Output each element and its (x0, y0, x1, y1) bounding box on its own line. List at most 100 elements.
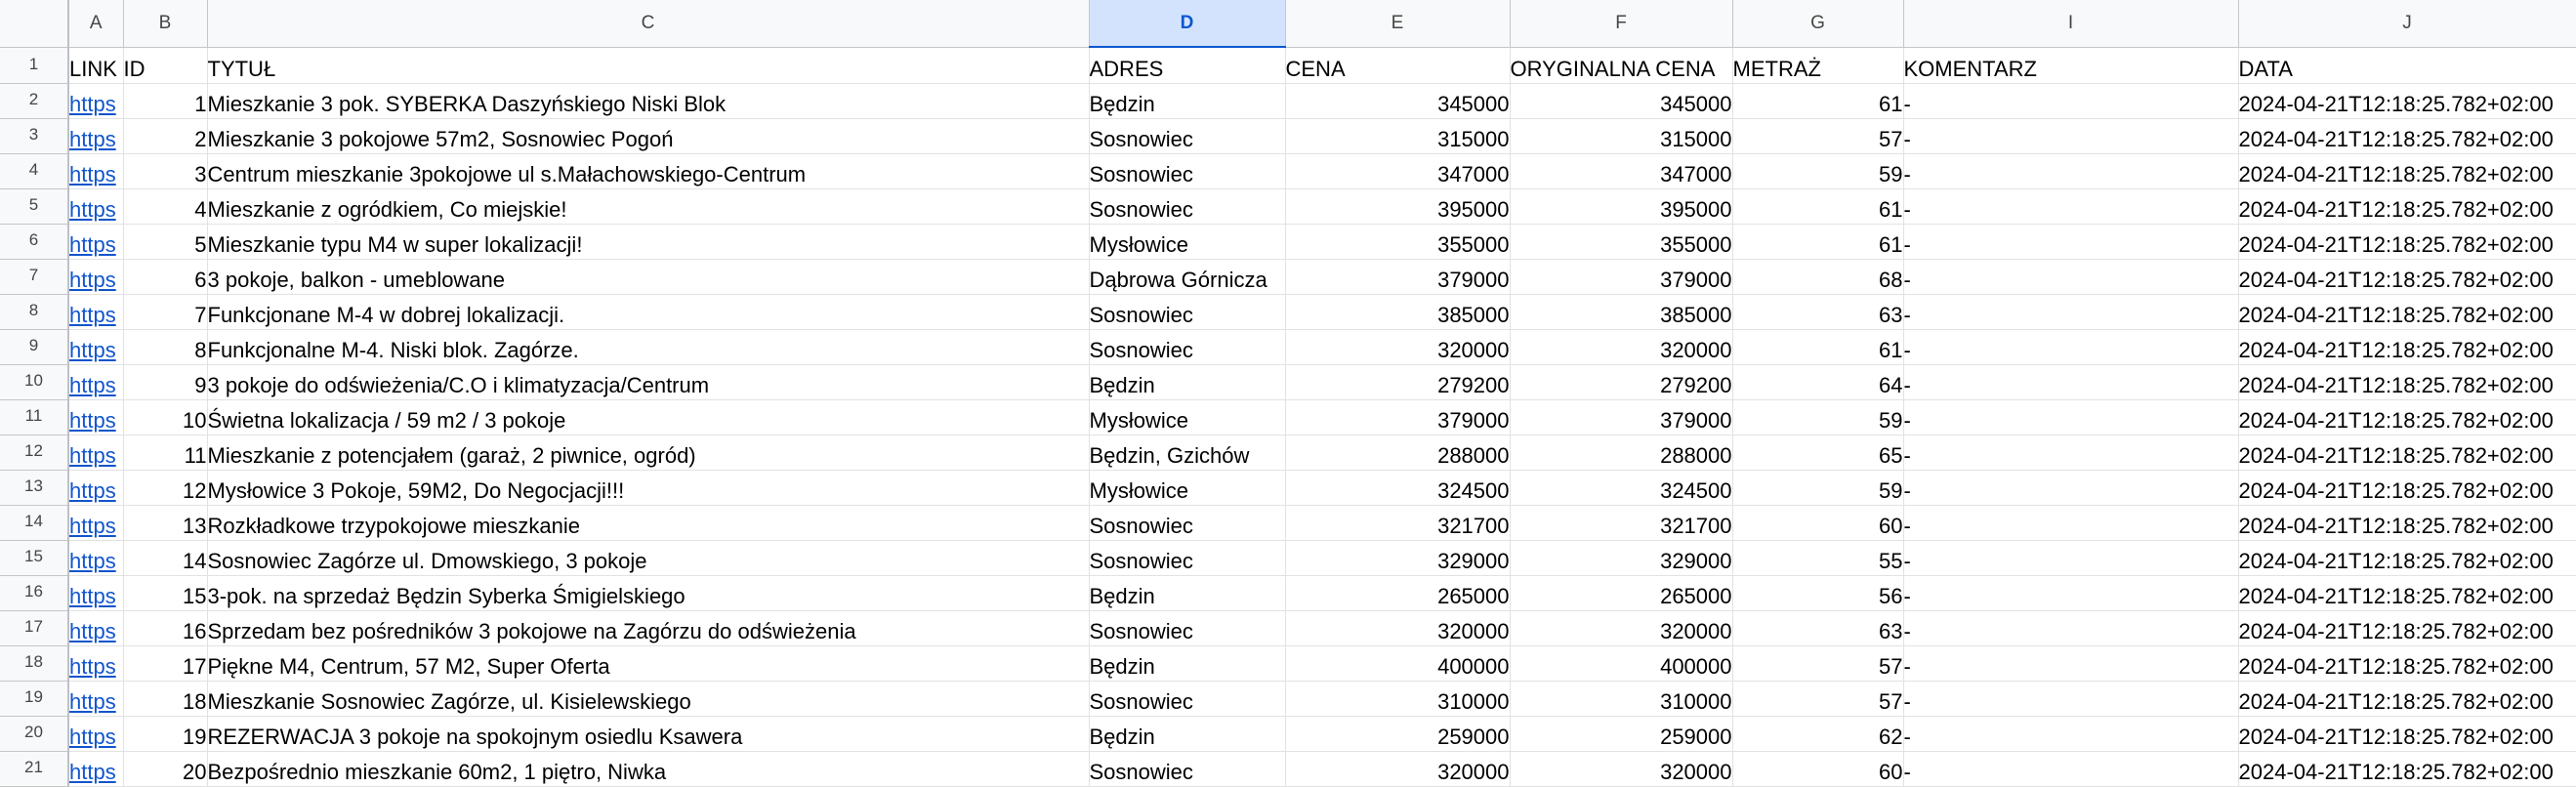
comment-cell[interactable]: - (1903, 294, 2239, 330)
area-cell[interactable]: 55 (1732, 540, 1904, 576)
original-price-cell[interactable]: 395000 (1510, 188, 1733, 225)
column-header-e[interactable]: E (1285, 0, 1511, 48)
title-cell[interactable]: Mysłowice 3 Pokoje, 59M2, Do Negocjacji!… (207, 470, 1090, 506)
original-price-cell[interactable]: 400000 (1510, 645, 1733, 682)
comment-cell[interactable]: - (1903, 259, 2239, 295)
address-cell[interactable]: Sosnowiec (1089, 505, 1286, 541)
title-cell[interactable]: Mieszkanie z potencjałem (garaż, 2 piwni… (207, 435, 1090, 471)
comment-cell[interactable]: - (1903, 716, 2239, 752)
listing-link[interactable]: https (69, 337, 116, 362)
row-header[interactable]: 9 (0, 329, 69, 365)
price-cell[interactable]: 379000 (1285, 259, 1511, 295)
id-cell[interactable]: 17 (123, 645, 208, 682)
listing-link[interactable]: https (69, 653, 116, 679)
date-cell[interactable]: 2024-04-21T12:18:25.782+02:00 (2238, 83, 2576, 119)
original-price-cell[interactable]: 345000 (1510, 83, 1733, 119)
date-cell[interactable]: 2024-04-21T12:18:25.782+02:00 (2238, 645, 2576, 682)
cell-link-header[interactable]: LINK (68, 47, 124, 84)
original-price-cell[interactable]: 315000 (1510, 118, 1733, 154)
address-cell[interactable]: Mysłowice (1089, 399, 1286, 435)
title-cell[interactable]: Mieszkanie typu M4 w super lokalizacji! (207, 224, 1090, 260)
area-cell[interactable]: 60 (1732, 751, 1904, 787)
cell-price-header[interactable]: CENA (1285, 47, 1511, 84)
area-cell[interactable]: 64 (1732, 364, 1904, 400)
area-cell[interactable]: 59 (1732, 470, 1904, 506)
row-header[interactable]: 21 (0, 751, 69, 787)
comment-cell[interactable]: - (1903, 645, 2239, 682)
price-cell[interactable]: 321700 (1285, 505, 1511, 541)
id-cell[interactable]: 13 (123, 505, 208, 541)
date-cell[interactable]: 2024-04-21T12:18:25.782+02:00 (2238, 294, 2576, 330)
price-cell[interactable]: 395000 (1285, 188, 1511, 225)
listing-link[interactable]: https (69, 618, 116, 643)
listing-link[interactable]: https (69, 126, 116, 151)
link-cell[interactable]: https (68, 224, 124, 260)
price-cell[interactable]: 265000 (1285, 575, 1511, 611)
id-cell[interactable]: 10 (123, 399, 208, 435)
row-header[interactable]: 19 (0, 681, 69, 717)
date-cell[interactable]: 2024-04-21T12:18:25.782+02:00 (2238, 224, 2576, 260)
original-price-cell[interactable]: 259000 (1510, 716, 1733, 752)
address-cell[interactable]: Sosnowiec (1089, 294, 1286, 330)
comment-cell[interactable]: - (1903, 470, 2239, 506)
comment-cell[interactable]: - (1903, 224, 2239, 260)
address-cell[interactable]: Sosnowiec (1089, 751, 1286, 787)
link-cell[interactable]: https (68, 83, 124, 119)
title-cell[interactable]: Sosnowiec Zagórze ul. Dmowskiego, 3 poko… (207, 540, 1090, 576)
id-cell[interactable]: 15 (123, 575, 208, 611)
listing-link[interactable]: https (69, 267, 116, 292)
title-cell[interactable]: Bezpośrednio mieszkanie 60m2, 1 piętro, … (207, 751, 1090, 787)
price-cell[interactable]: 315000 (1285, 118, 1511, 154)
title-cell[interactable]: Piękne M4, Centrum, 57 M2, Super Oferta (207, 645, 1090, 682)
comment-cell[interactable]: - (1903, 83, 2239, 119)
cell-original-price-header[interactable]: ORYGINALNA CENA (1510, 47, 1733, 84)
cell-area-header[interactable]: METRAŻ (1732, 47, 1904, 84)
date-cell[interactable]: 2024-04-21T12:18:25.782+02:00 (2238, 716, 2576, 752)
comment-cell[interactable]: - (1903, 610, 2239, 646)
date-cell[interactable]: 2024-04-21T12:18:25.782+02:00 (2238, 118, 2576, 154)
title-cell[interactable]: Świetna lokalizacja / 59 m2 / 3 pokoje (207, 399, 1090, 435)
column-header-b[interactable]: B (123, 0, 208, 48)
price-cell[interactable]: 310000 (1285, 681, 1511, 717)
id-cell[interactable]: 2 (123, 118, 208, 154)
row-header[interactable]: 10 (0, 364, 69, 400)
date-cell[interactable]: 2024-04-21T12:18:25.782+02:00 (2238, 364, 2576, 400)
area-cell[interactable]: 56 (1732, 575, 1904, 611)
id-cell[interactable]: 19 (123, 716, 208, 752)
title-cell[interactable]: 3 pokoje do odświeżenia/C.O i klimatyzac… (207, 364, 1090, 400)
original-price-cell[interactable]: 279200 (1510, 364, 1733, 400)
date-cell[interactable]: 2024-04-21T12:18:25.782+02:00 (2238, 470, 2576, 506)
area-cell[interactable]: 59 (1732, 153, 1904, 189)
cell-date-header[interactable]: DATA (2238, 47, 2576, 84)
area-cell[interactable]: 57 (1732, 681, 1904, 717)
price-cell[interactable]: 379000 (1285, 399, 1511, 435)
id-cell[interactable]: 8 (123, 329, 208, 365)
date-cell[interactable]: 2024-04-21T12:18:25.782+02:00 (2238, 435, 2576, 471)
date-cell[interactable]: 2024-04-21T12:18:25.782+02:00 (2238, 610, 2576, 646)
listing-link[interactable]: https (69, 161, 116, 186)
price-cell[interactable]: 385000 (1285, 294, 1511, 330)
row-header[interactable]: 4 (0, 153, 69, 189)
link-cell[interactable]: https (68, 681, 124, 717)
area-cell[interactable]: 63 (1732, 610, 1904, 646)
listing-link[interactable]: https (69, 372, 116, 397)
listing-link[interactable]: https (69, 91, 116, 116)
link-cell[interactable]: https (68, 364, 124, 400)
title-cell[interactable]: Centrum mieszkanie 3pokojowe ul s.Małach… (207, 153, 1090, 189)
date-cell[interactable]: 2024-04-21T12:18:25.782+02:00 (2238, 259, 2576, 295)
column-header-g[interactable]: G (1732, 0, 1904, 48)
original-price-cell[interactable]: 385000 (1510, 294, 1733, 330)
original-price-cell[interactable]: 355000 (1510, 224, 1733, 260)
original-price-cell[interactable]: 320000 (1510, 751, 1733, 787)
row-header[interactable]: 6 (0, 224, 69, 260)
listing-link[interactable]: https (69, 196, 116, 222)
date-cell[interactable]: 2024-04-21T12:18:25.782+02:00 (2238, 505, 2576, 541)
area-cell[interactable]: 61 (1732, 224, 1904, 260)
row-header[interactable]: 16 (0, 575, 69, 611)
date-cell[interactable]: 2024-04-21T12:18:25.782+02:00 (2238, 575, 2576, 611)
listing-link[interactable]: https (69, 688, 116, 714)
title-cell[interactable]: Funkcjonalne M-4. Niski blok. Zagórze. (207, 329, 1090, 365)
address-cell[interactable]: Będzin (1089, 645, 1286, 682)
title-cell[interactable]: Mieszkanie z ogródkiem, Co miejskie! (207, 188, 1090, 225)
link-cell[interactable]: https (68, 435, 124, 471)
